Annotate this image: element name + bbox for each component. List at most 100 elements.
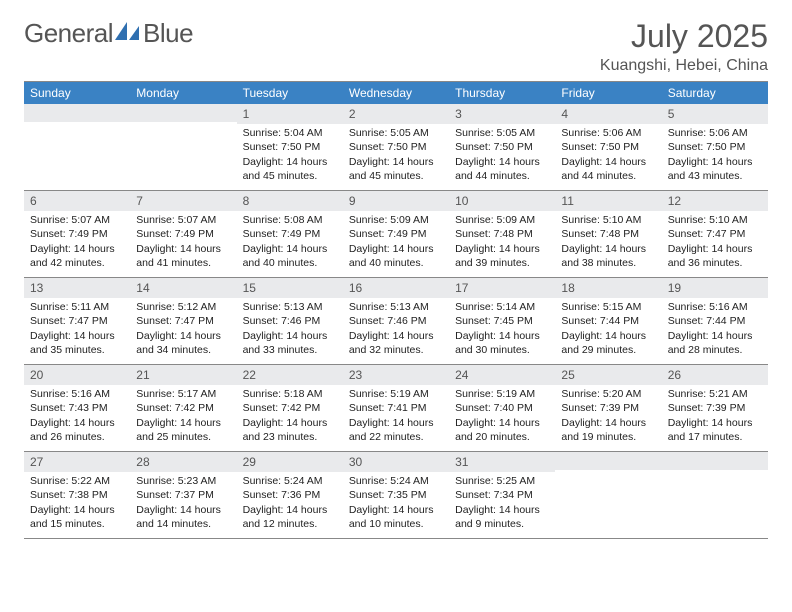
sunset-line: Sunset: 7:36 PM	[243, 488, 337, 502]
page-header: General Blue July 2025 Kuangshi, Hebei, …	[24, 18, 768, 75]
calendar-cell: 27Sunrise: 5:22 AMSunset: 7:38 PMDayligh…	[24, 452, 130, 538]
weekday-header-row: SundayMondayTuesdayWednesdayThursdayFrid…	[24, 82, 768, 104]
daylight-line: Daylight: 14 hours and 25 minutes.	[136, 416, 230, 444]
calendar-cell: 16Sunrise: 5:13 AMSunset: 7:46 PMDayligh…	[343, 278, 449, 364]
calendar-cell	[130, 104, 236, 190]
day-details: Sunrise: 5:11 AMSunset: 7:47 PMDaylight:…	[24, 298, 130, 363]
weekday-header: Friday	[555, 82, 661, 104]
day-number: 30	[343, 452, 449, 472]
day-details: Sunrise: 5:19 AMSunset: 7:41 PMDaylight:…	[343, 385, 449, 450]
daylight-line: Daylight: 14 hours and 35 minutes.	[30, 329, 124, 357]
daylight-line: Daylight: 14 hours and 26 minutes.	[30, 416, 124, 444]
daylight-line: Daylight: 14 hours and 32 minutes.	[349, 329, 443, 357]
day-details: Sunrise: 5:24 AMSunset: 7:36 PMDaylight:…	[237, 472, 343, 537]
daylight-line: Daylight: 14 hours and 33 minutes.	[243, 329, 337, 357]
calendar-week: 1Sunrise: 5:04 AMSunset: 7:50 PMDaylight…	[24, 104, 768, 191]
day-details: Sunrise: 5:13 AMSunset: 7:46 PMDaylight:…	[343, 298, 449, 363]
daylight-line: Daylight: 14 hours and 34 minutes.	[136, 329, 230, 357]
day-number: 22	[237, 365, 343, 385]
sunrise-line: Sunrise: 5:12 AM	[136, 300, 230, 314]
day-number: 13	[24, 278, 130, 298]
day-number: 15	[237, 278, 343, 298]
calendar-cell: 2 Sunrise: 5:05 AMSunset: 7:50 PMDaylight…	[343, 104, 449, 190]
sunrise-line: Sunrise: 5:05 AM	[455, 126, 549, 140]
calendar-cell: 25Sunrise: 5:20 AMSunset: 7:39 PMDayligh…	[555, 365, 661, 451]
sunset-line: Sunset: 7:49 PM	[136, 227, 230, 241]
daylight-line: Daylight: 14 hours and 45 minutes.	[349, 155, 443, 183]
day-number: 2	[343, 104, 449, 124]
calendar-cell: 12Sunrise: 5:10 AMSunset: 7:47 PMDayligh…	[662, 191, 768, 277]
brand-logo: General Blue	[24, 18, 193, 49]
day-number: 7	[130, 191, 236, 211]
calendar-cell: 30Sunrise: 5:24 AMSunset: 7:35 PMDayligh…	[343, 452, 449, 538]
day-details: Sunrise: 5:23 AMSunset: 7:37 PMDaylight:…	[130, 472, 236, 537]
day-number: 29	[237, 452, 343, 472]
sunrise-line: Sunrise: 5:22 AM	[30, 474, 124, 488]
sunrise-line: Sunrise: 5:09 AM	[455, 213, 549, 227]
day-details: Sunrise: 5:13 AMSunset: 7:46 PMDaylight:…	[237, 298, 343, 363]
location-label: Kuangshi, Hebei, China	[600, 57, 768, 75]
day-details: Sunrise: 5:14 AMSunset: 7:45 PMDaylight:…	[449, 298, 555, 363]
sunrise-line: Sunrise: 5:05 AM	[349, 126, 443, 140]
sunset-line: Sunset: 7:42 PM	[136, 401, 230, 415]
day-number: 4	[555, 104, 661, 124]
calendar-cell: 5Sunrise: 5:06 AMSunset: 7:50 PMDaylight…	[662, 104, 768, 190]
calendar-cell: 4Sunrise: 5:06 AMSunset: 7:50 PMDaylight…	[555, 104, 661, 190]
day-details: Sunrise: 5:04 AMSunset: 7:50 PMDaylight:…	[237, 124, 343, 189]
calendar-grid: SundayMondayTuesdayWednesdayThursdayFrid…	[24, 81, 768, 539]
daylight-line: Daylight: 14 hours and 23 minutes.	[243, 416, 337, 444]
sunrise-line: Sunrise: 5:19 AM	[349, 387, 443, 401]
daylight-line: Daylight: 14 hours and 9 minutes.	[455, 503, 549, 531]
sunset-line: Sunset: 7:34 PM	[455, 488, 549, 502]
daylight-line: Daylight: 14 hours and 17 minutes.	[668, 416, 762, 444]
sunset-line: Sunset: 7:46 PM	[349, 314, 443, 328]
day-number: 23	[343, 365, 449, 385]
sunset-line: Sunset: 7:50 PM	[349, 140, 443, 154]
sunrise-line: Sunrise: 5:04 AM	[243, 126, 337, 140]
daylight-line: Daylight: 14 hours and 40 minutes.	[349, 242, 443, 270]
day-details: Sunrise: 5:06 AMSunset: 7:50 PMDaylight:…	[662, 124, 768, 189]
title-block: July 2025 Kuangshi, Hebei, China	[600, 18, 768, 75]
sunrise-line: Sunrise: 5:07 AM	[136, 213, 230, 227]
daylight-line: Daylight: 14 hours and 29 minutes.	[561, 329, 655, 357]
sunrise-line: Sunrise: 5:13 AM	[349, 300, 443, 314]
day-number: 9	[343, 191, 449, 211]
day-details: Sunrise: 5:05 AMSunset: 7:50 PMDaylight:…	[449, 124, 555, 189]
day-details: Sunrise: 5:15 AMSunset: 7:44 PMDaylight:…	[555, 298, 661, 363]
day-number	[24, 104, 130, 122]
day-number: 20	[24, 365, 130, 385]
calendar-cell: 20Sunrise: 5:16 AMSunset: 7:43 PMDayligh…	[24, 365, 130, 451]
day-details: Sunrise: 5:08 AMSunset: 7:49 PMDaylight:…	[237, 211, 343, 276]
logo-sail-icon	[115, 18, 141, 49]
sunset-line: Sunset: 7:46 PM	[243, 314, 337, 328]
daylight-line: Daylight: 14 hours and 14 minutes.	[136, 503, 230, 531]
sunrise-line: Sunrise: 5:20 AM	[561, 387, 655, 401]
daylight-line: Daylight: 14 hours and 19 minutes.	[561, 416, 655, 444]
calendar-cell: 13Sunrise: 5:11 AMSunset: 7:47 PMDayligh…	[24, 278, 130, 364]
day-number: 18	[555, 278, 661, 298]
weekday-header: Tuesday	[237, 82, 343, 104]
sunrise-line: Sunrise: 5:24 AM	[243, 474, 337, 488]
weekday-header: Saturday	[662, 82, 768, 104]
day-details: Sunrise: 5:18 AMSunset: 7:42 PMDaylight:…	[237, 385, 343, 450]
day-details: Sunrise: 5:17 AMSunset: 7:42 PMDaylight:…	[130, 385, 236, 450]
sunset-line: Sunset: 7:35 PM	[349, 488, 443, 502]
daylight-line: Daylight: 14 hours and 22 minutes.	[349, 416, 443, 444]
daylight-line: Daylight: 14 hours and 10 minutes.	[349, 503, 443, 531]
calendar-cell: 9Sunrise: 5:09 AMSunset: 7:49 PMDaylight…	[343, 191, 449, 277]
sunset-line: Sunset: 7:37 PM	[136, 488, 230, 502]
sunset-line: Sunset: 7:50 PM	[243, 140, 337, 154]
sunset-line: Sunset: 7:44 PM	[561, 314, 655, 328]
sunrise-line: Sunrise: 5:09 AM	[349, 213, 443, 227]
daylight-line: Daylight: 14 hours and 28 minutes.	[668, 329, 762, 357]
day-number: 3	[449, 104, 555, 124]
calendar-cell: 22Sunrise: 5:18 AMSunset: 7:42 PMDayligh…	[237, 365, 343, 451]
sunrise-line: Sunrise: 5:19 AM	[455, 387, 549, 401]
daylight-line: Daylight: 14 hours and 12 minutes.	[243, 503, 337, 531]
day-number: 31	[449, 452, 555, 472]
sunrise-line: Sunrise: 5:21 AM	[668, 387, 762, 401]
day-number	[662, 452, 768, 470]
sunrise-line: Sunrise: 5:10 AM	[561, 213, 655, 227]
sunset-line: Sunset: 7:39 PM	[668, 401, 762, 415]
weekday-header: Monday	[130, 82, 236, 104]
